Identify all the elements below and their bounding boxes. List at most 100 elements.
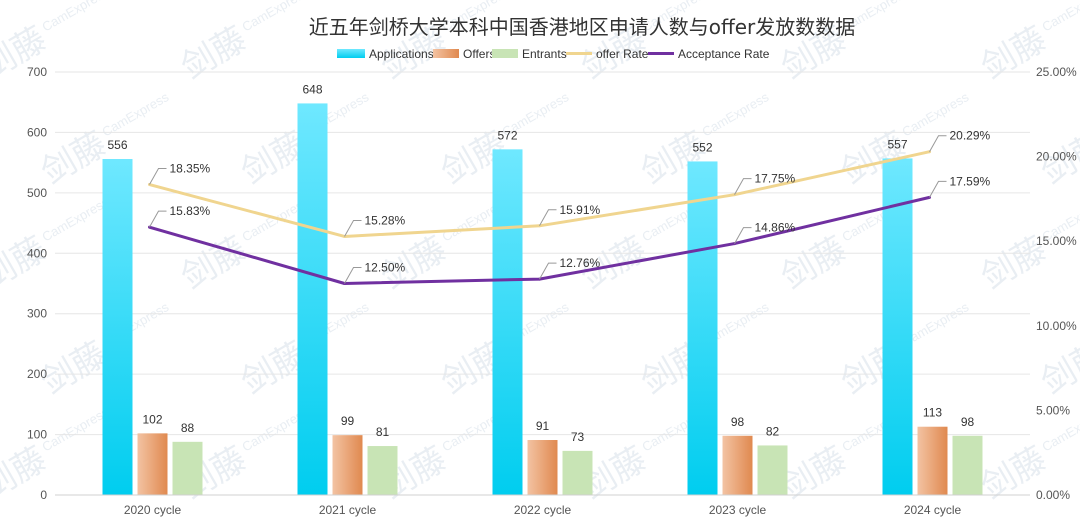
y-axis-right: 0.00% 5.00% 10.00% 15.00% 20.00% 25.00%: [1036, 65, 1077, 502]
applications-bar: [297, 103, 328, 496]
legend-item: Applications: [337, 47, 434, 61]
bars: [102, 103, 983, 496]
entrants-bar: [562, 450, 593, 495]
x-tick-label: 2024 cycle: [904, 503, 962, 517]
offer-rate-label: 15.28%: [365, 213, 406, 227]
y-left-tick: 300: [27, 307, 47, 321]
legend-item: Offers: [433, 47, 495, 61]
acceptance-rate-leader: [344, 267, 362, 284]
offer-rate-leader: [149, 168, 167, 185]
acceptance-rate-label: 12.76%: [560, 256, 601, 270]
legend-label: Acceptance Rate: [678, 47, 770, 61]
watermark-main: 剑藤: [775, 229, 854, 298]
y-right-tick: 0.00%: [1036, 488, 1070, 502]
acceptance-rate-label: 12.50%: [365, 261, 406, 275]
offers-bar-label: 91: [536, 419, 550, 433]
entrants-bar: [172, 441, 203, 495]
watermark-sub: CamExpress: [699, 89, 771, 139]
acceptance-rate-label: 15.83%: [170, 204, 211, 218]
y-left-tick: 100: [27, 428, 47, 442]
offer-rate-label: 15.91%: [560, 203, 601, 217]
offer-rate-label: 20.29%: [950, 129, 991, 143]
applications-bar-label: 572: [497, 128, 517, 142]
x-tick-label: 2020 cycle: [124, 503, 182, 517]
offer-rate-leader: [734, 178, 752, 195]
legend-item: offer Rate: [566, 47, 649, 61]
legend-swatch: [433, 49, 459, 58]
watermark-main: 剑藤: [175, 19, 254, 88]
offers-bar: [527, 440, 558, 495]
legend-swatch: [337, 49, 365, 58]
offer-rate-label: 18.35%: [170, 162, 211, 176]
acceptance-rate-label: 14.86%: [755, 221, 796, 235]
legend-label: offer Rate: [596, 47, 649, 61]
legend-swatch: [492, 49, 518, 58]
legend-label: Entrants: [522, 47, 567, 61]
y-axis-left: 0 100 200 300 400 500 600 700: [27, 65, 47, 502]
y-left-tick: 500: [27, 186, 47, 200]
y-right-tick: 10.00%: [1036, 319, 1077, 333]
watermark-sub: CamExpress: [39, 194, 111, 244]
applications-bar: [102, 159, 133, 495]
offers-bar: [332, 435, 363, 495]
data-labels: 556 102 88 648 99 81 572 91 73 552 98 82 557 113 98 18.…: [107, 82, 990, 443]
offers-bar-label: 99: [341, 414, 355, 428]
applications-bar-label: 552: [692, 140, 712, 154]
y-right-tick: 20.00%: [1036, 150, 1077, 164]
acceptance-rate-leader: [539, 262, 557, 280]
watermark-sub: CamExpress: [39, 404, 111, 454]
applications-bar: [882, 158, 913, 496]
legend-label: Applications: [369, 47, 434, 61]
y-left-tick: 200: [27, 367, 47, 381]
offers-bar: [137, 433, 168, 495]
offers-bar-label: 113: [923, 406, 942, 420]
entrants-bar: [952, 435, 983, 495]
offer-rate-label: 17.75%: [755, 172, 796, 186]
x-tick-label: 2023 cycle: [709, 503, 767, 517]
x-tick-label: 2021 cycle: [319, 503, 377, 517]
y-left-tick: 0: [40, 488, 47, 502]
legend-item: Acceptance Rate: [648, 47, 770, 61]
y-right-tick: 5.00%: [1036, 403, 1070, 417]
acceptance-rate-leader: [734, 227, 752, 244]
y-right-tick: 25.00%: [1036, 65, 1077, 79]
entrants-bar: [757, 445, 788, 495]
entrants-bar: [367, 446, 398, 495]
legend-label: Offers: [463, 47, 495, 61]
acceptance-rate-leader: [149, 210, 167, 228]
entrants-bar-label: 88: [181, 421, 195, 435]
y-left-tick: 600: [27, 125, 47, 139]
acceptance-rate-leader: [929, 180, 947, 198]
watermark-main: 剑藤: [175, 229, 254, 298]
entrants-bar-label: 82: [766, 424, 780, 438]
applications-bar-label: 557: [887, 137, 907, 151]
legend-item: Entrants: [492, 47, 567, 61]
offers-bar: [722, 435, 753, 495]
offer-rate-leader: [929, 135, 947, 152]
applications-bar-label: 648: [302, 82, 322, 96]
offer-rate-leader: [539, 209, 557, 227]
applications-bar-label: 556: [107, 138, 127, 152]
y-left-tick: 400: [27, 246, 47, 260]
legend: Applications Offers Entrants offer Rate Acce…: [337, 47, 770, 61]
acceptance-rate-label: 17.59%: [950, 174, 991, 188]
watermark-sub: CamExpress: [1039, 0, 1080, 34]
watermark-main: 剑藤: [1035, 334, 1080, 403]
y-right-tick: 15.00%: [1036, 234, 1077, 248]
watermark-sub: CamExpress: [99, 89, 171, 139]
x-tick-label: 2022 cycle: [514, 503, 572, 517]
watermark-sub: CamExpress: [239, 0, 311, 34]
offer-rate-leader: [344, 219, 362, 237]
offers-bar: [917, 426, 948, 495]
watermark-sub: CamExpress: [39, 0, 111, 34]
entrants-bar-label: 73: [571, 430, 585, 444]
y-left-tick: 700: [27, 65, 47, 79]
entrants-bar-label: 98: [961, 415, 975, 429]
chart-title: 近五年剑桥大学本科中国香港地区申请人数与offer发放数数据: [309, 15, 856, 39]
